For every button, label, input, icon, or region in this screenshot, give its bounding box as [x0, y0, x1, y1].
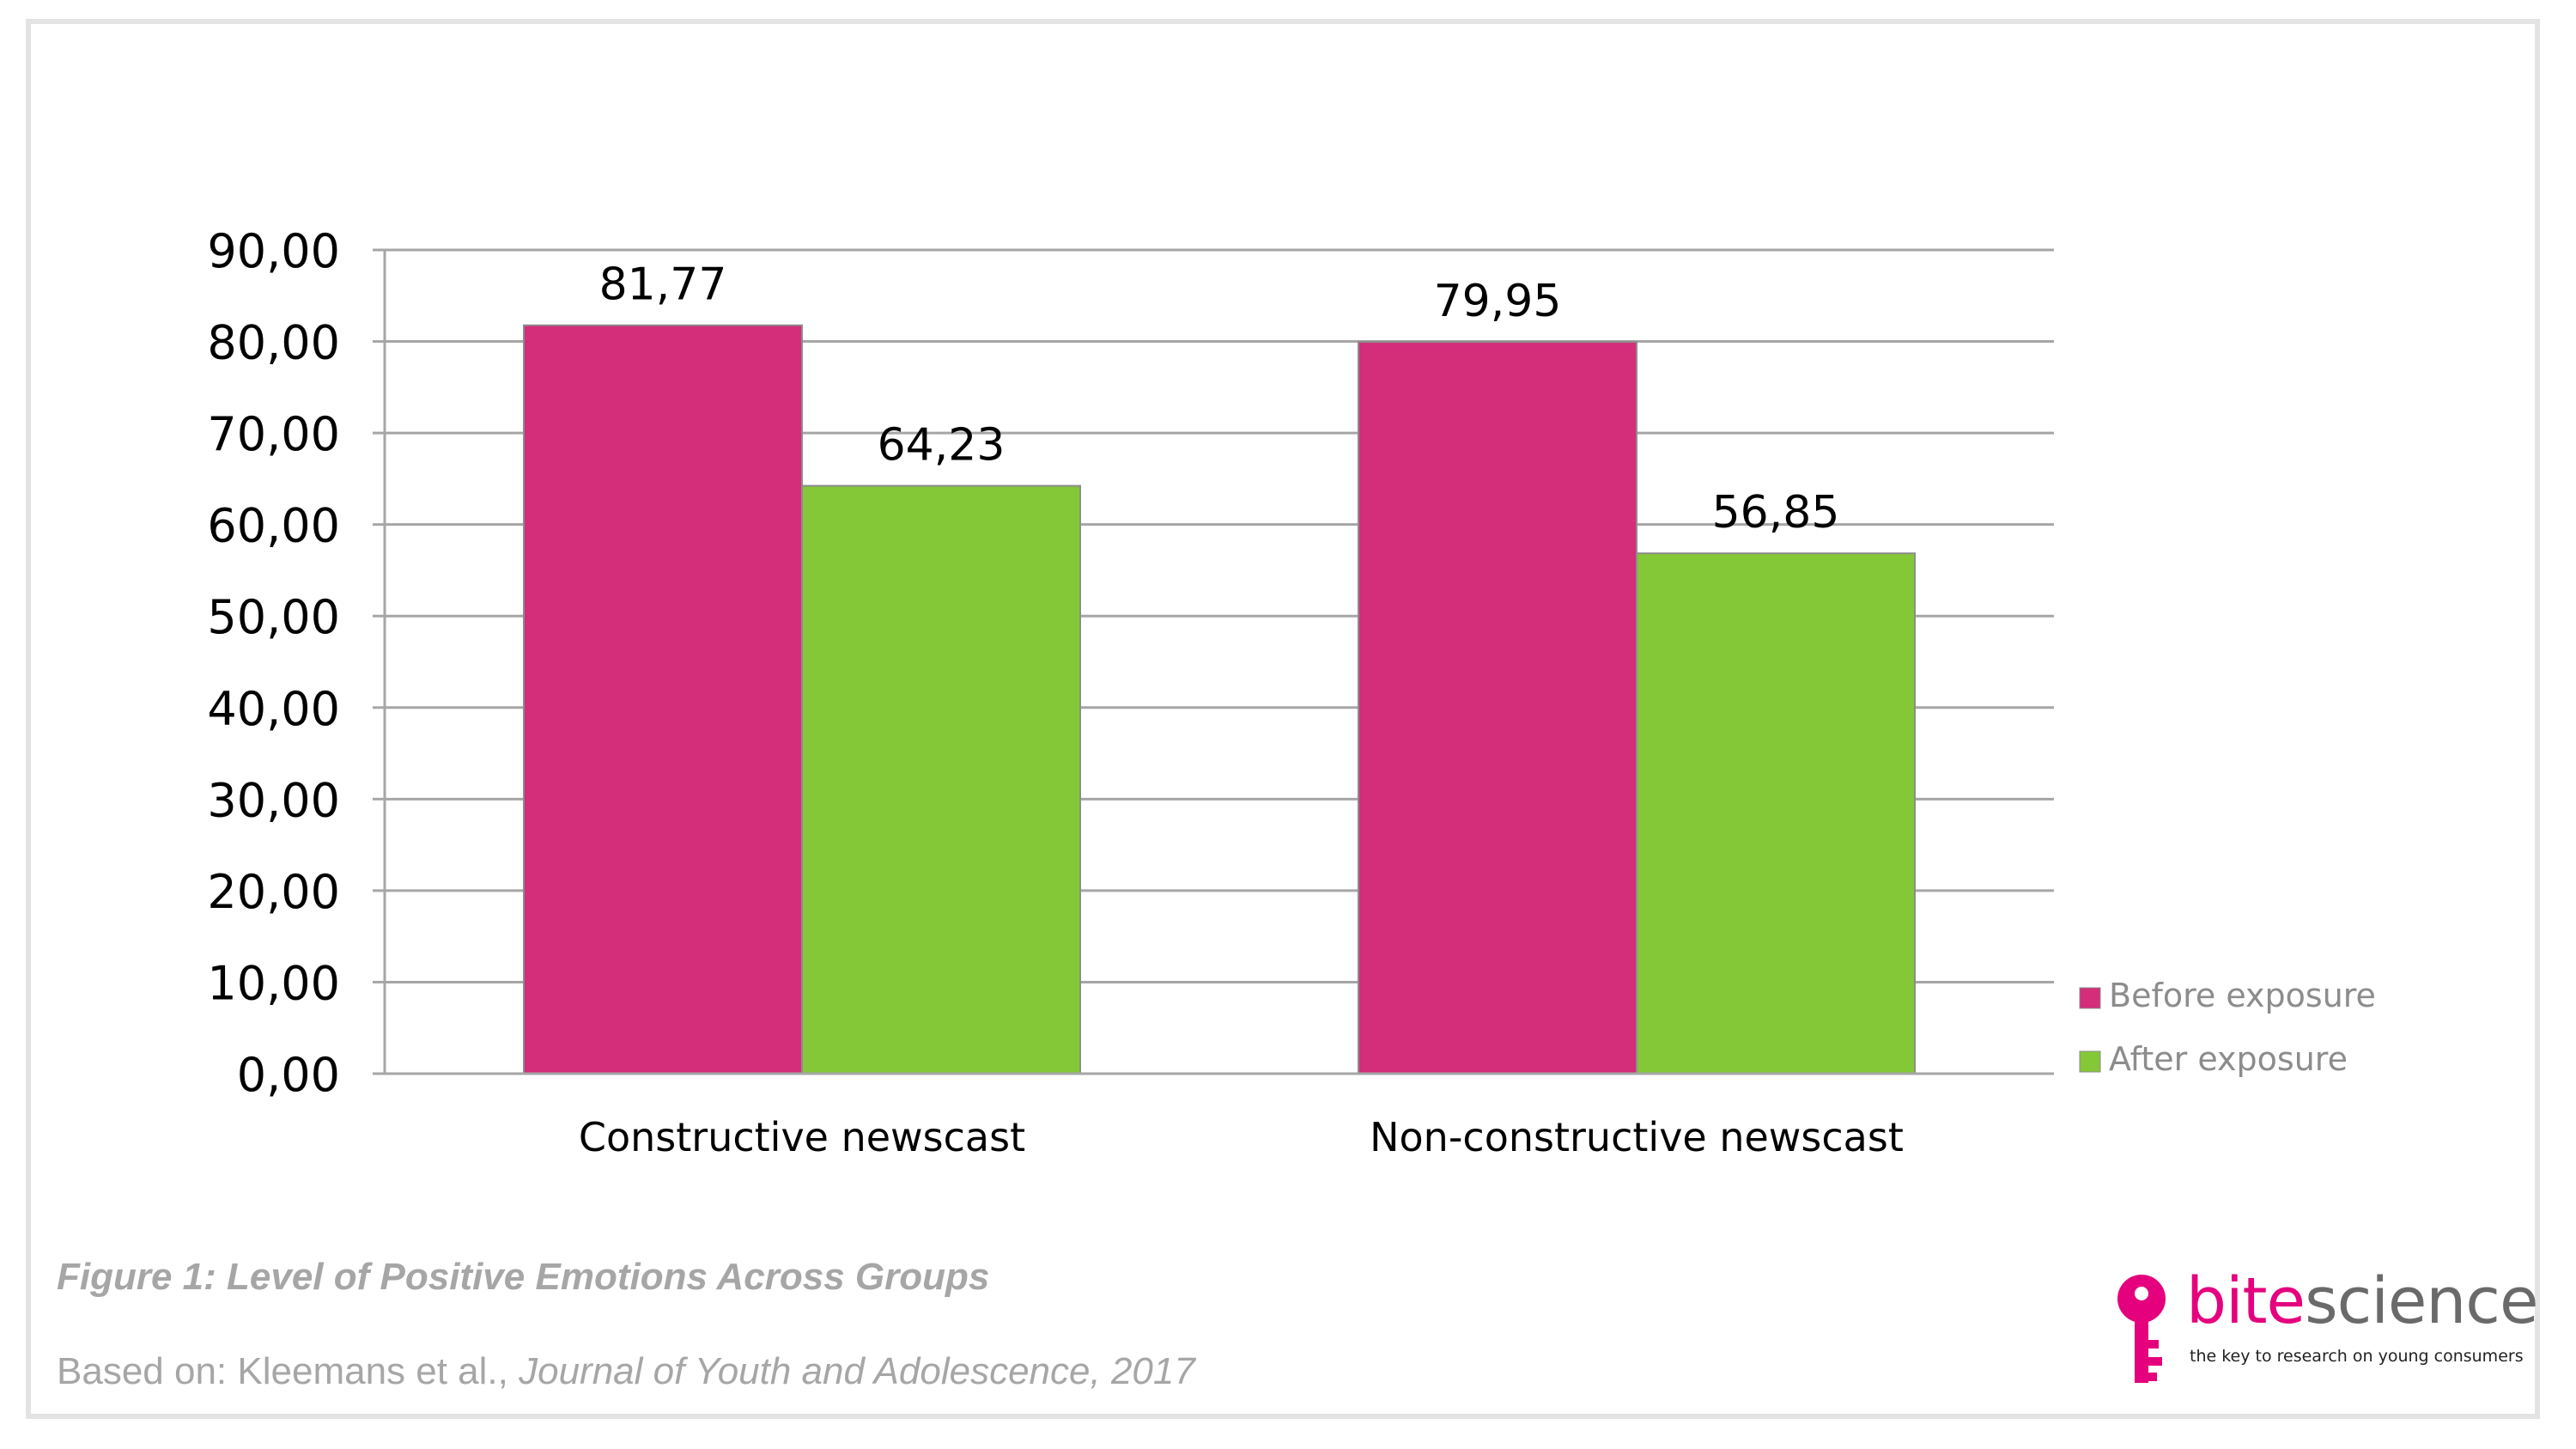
x-category-label: Constructive newscast — [579, 1114, 1025, 1160]
figure-source: Based on: Kleemans et al., Journal of Yo… — [57, 1350, 1195, 1393]
y-tick-label: 90,00 — [207, 224, 340, 278]
bar-chart: 0,00 10,00 20,00 30,00 40,00 50,00 60,00 70,00 8… — [207, 224, 2376, 1160]
y-tick-label: 40,00 — [207, 682, 340, 736]
key-icon — [2117, 1275, 2166, 1383]
legend-swatch — [2079, 1050, 2101, 1073]
data-label: 56,85 — [1712, 487, 1840, 539]
bar — [1636, 552, 1916, 1075]
y-tick-label: 30,00 — [207, 773, 340, 827]
logo-word-science: science — [2305, 1264, 2538, 1338]
y-tick-label: 80,00 — [207, 316, 340, 370]
figure-frame — [26, 19, 2540, 1419]
y-tick-label: 70,00 — [207, 407, 340, 461]
data-label: 81,77 — [599, 259, 727, 311]
data-label: 64,23 — [878, 420, 1005, 472]
logo-wordmark: bitescience — [2186, 1263, 2539, 1340]
bar — [801, 484, 1081, 1075]
legend-swatch — [2079, 987, 2101, 1009]
legend-label: After exposure — [2109, 1040, 2348, 1078]
y-tick-label: 60,00 — [207, 499, 340, 553]
bitescience-logo: bitescience the key to research on young… — [2112, 1263, 2539, 1400]
figure-caption-title: Figure 1: Level of Positive Emotions Acr… — [57, 1256, 990, 1298]
y-tick-label: 0,00 — [237, 1048, 340, 1102]
logo-tagline: the key to research on young consumers — [2190, 1347, 2524, 1366]
bar — [1358, 341, 1637, 1075]
logo-word-bite: bite — [2186, 1264, 2306, 1338]
bar — [523, 324, 803, 1075]
y-tick-label: 50,00 — [207, 590, 340, 644]
data-label: 79,95 — [1434, 276, 1562, 327]
legend-label: Before exposure — [2109, 977, 2376, 1014]
y-tick-label: 20,00 — [207, 865, 340, 919]
source-journal: Journal of Youth and Adolescence, 2017 — [519, 1350, 1195, 1392]
source-prefix: Based on: Kleemans et al., — [57, 1350, 519, 1392]
y-tick-label: 10,00 — [207, 956, 340, 1010]
x-category-label: Non-constructive newscast — [1370, 1114, 1904, 1160]
